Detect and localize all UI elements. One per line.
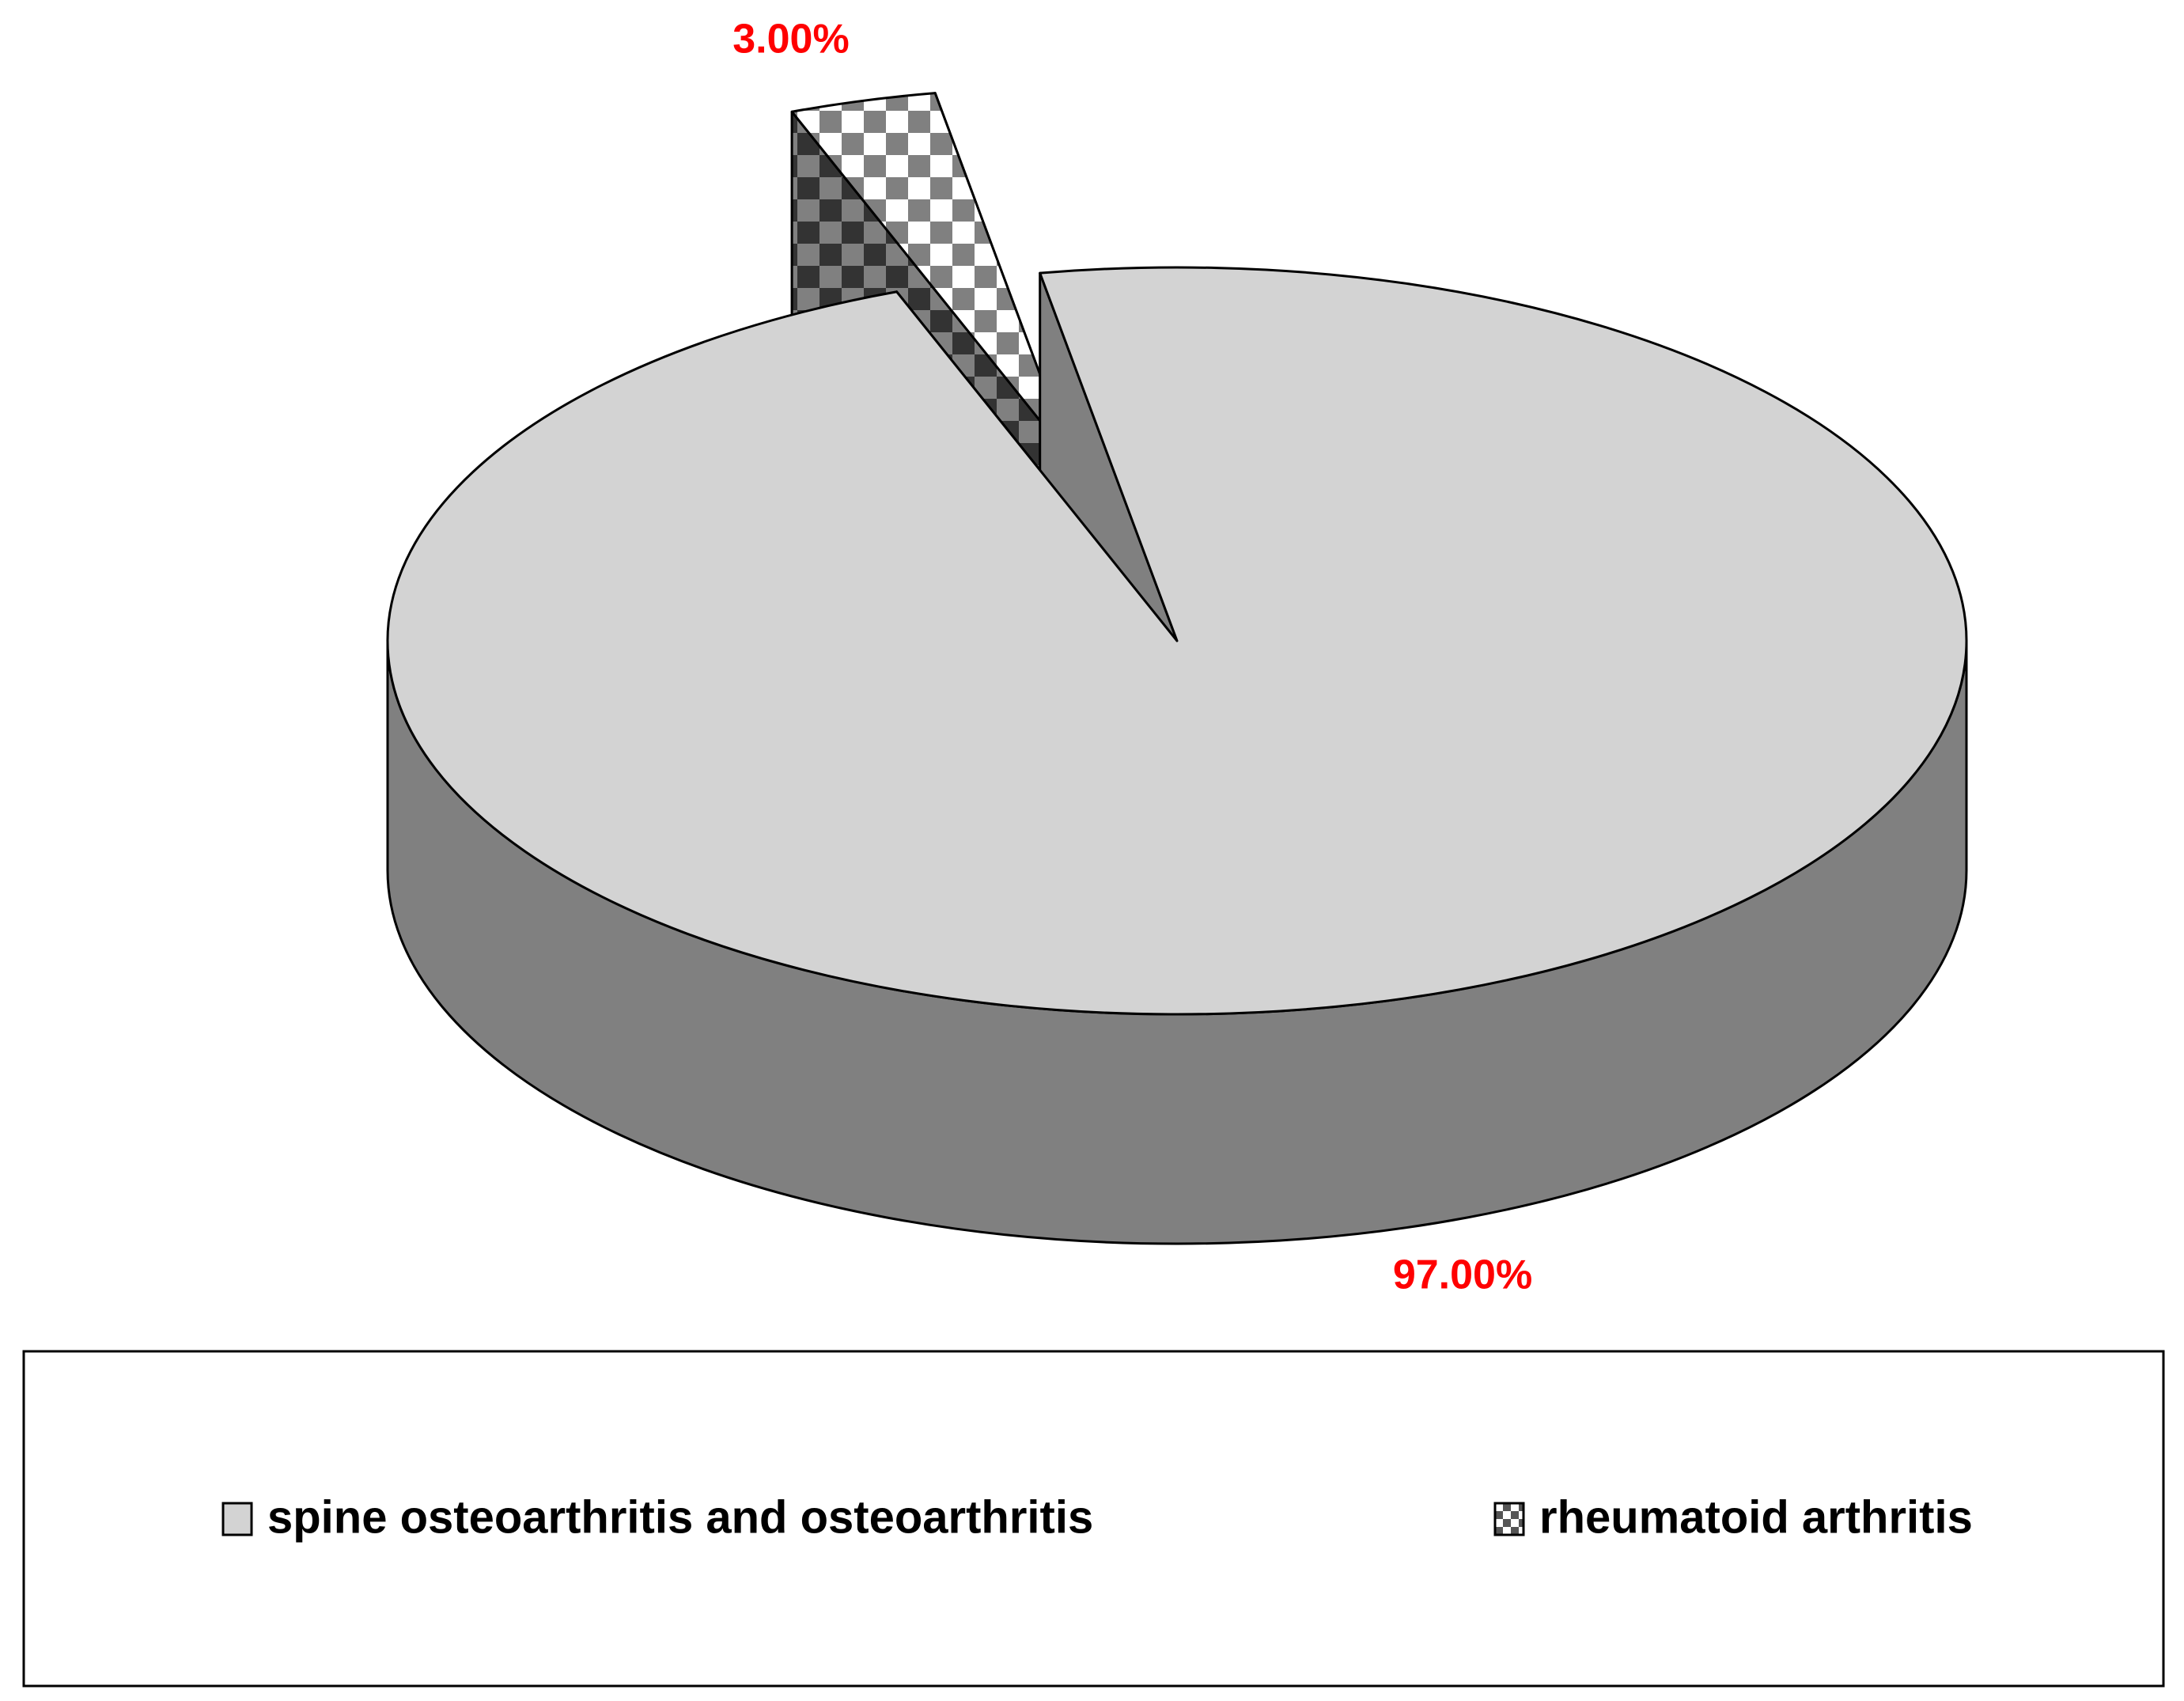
legend: spine osteoarthritis and osteoarthritis r… bbox=[221, 1491, 1973, 1543]
legend-label: rheumatoid arthritis bbox=[1539, 1491, 1973, 1543]
data-label: 97.00% bbox=[1393, 1252, 1532, 1298]
slice bbox=[386, 266, 1968, 1016]
slice bbox=[790, 92, 1073, 462]
legend-swatch bbox=[221, 1502, 253, 1536]
data-label: 3.00% bbox=[732, 17, 849, 63]
pie bbox=[386, 92, 1968, 1245]
legend-label: spine osteoarthritis and osteoarthritis bbox=[267, 1491, 1093, 1543]
legend-box bbox=[22, 1350, 2165, 1688]
legend-swatch bbox=[1493, 1502, 1525, 1536]
